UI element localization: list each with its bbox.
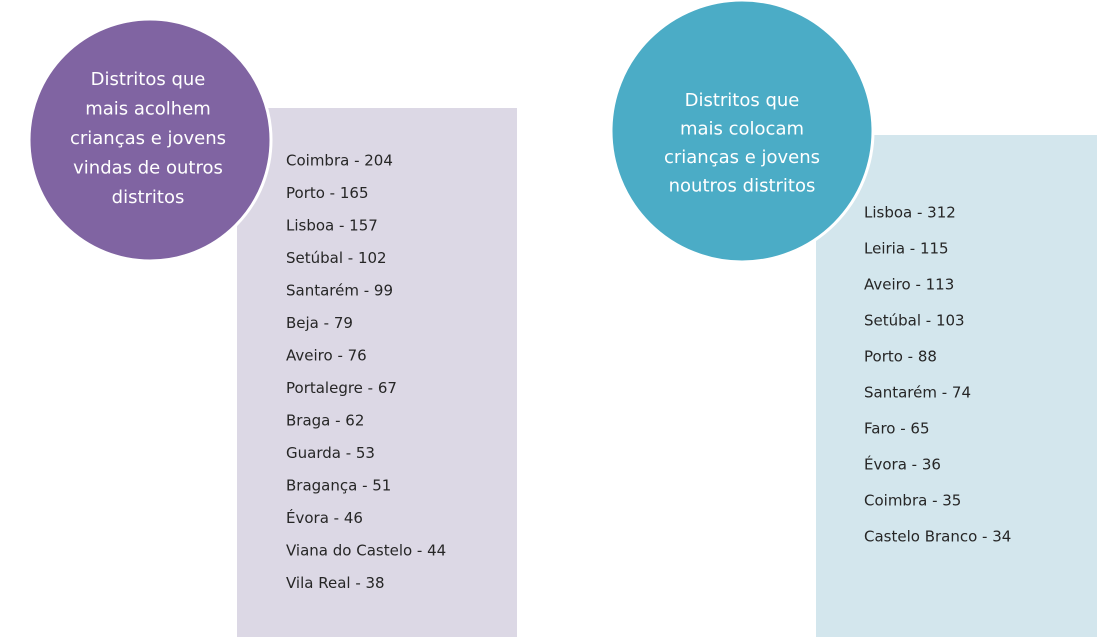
title-line: distritos	[112, 187, 185, 208]
list-item: Lisboa - 157	[286, 217, 378, 235]
list-item: Braga - 62	[286, 412, 364, 430]
list-item: Porto - 165	[286, 184, 369, 202]
list-item: Aveiro - 113	[864, 276, 954, 294]
list-item: Beja - 79	[286, 314, 353, 332]
list-item: Vila Real - 38	[286, 574, 385, 592]
title-line: Distritos que	[91, 69, 206, 90]
list-item: Faro - 65	[864, 420, 930, 438]
list-item: Guarda - 53	[286, 444, 375, 462]
list-item: Santarém - 99	[286, 282, 393, 300]
list-item: Bragança - 51	[286, 477, 391, 495]
title-circle	[27, 17, 273, 263]
list-item: Porto - 88	[864, 348, 937, 366]
list-item: Setúbal - 102	[286, 249, 387, 267]
list-item: Évora - 46	[286, 508, 363, 527]
title-line: vindas de outros	[73, 158, 223, 179]
list-item: Setúbal - 103	[864, 312, 965, 330]
title-line: mais acolhem	[85, 99, 211, 120]
list-item: Aveiro - 76	[286, 347, 367, 365]
list-item: Lisboa - 312	[864, 204, 956, 222]
list-item: Santarém - 74	[864, 384, 971, 402]
list-box	[816, 135, 1097, 637]
title-line: Distritos que	[685, 90, 800, 111]
list-box	[237, 108, 517, 637]
list-item: Portalegre - 67	[286, 379, 397, 397]
list-item: Castelo Branco - 34	[864, 528, 1011, 546]
title-circle	[609, 0, 875, 264]
list-item: Évora - 36	[864, 455, 941, 474]
title-line: mais colocam	[680, 119, 804, 140]
list-item: Coimbra - 35	[864, 492, 961, 510]
list-item: Coimbra - 204	[286, 152, 393, 170]
list-item: Leiria - 115	[864, 240, 949, 258]
title-line: noutros distritos	[669, 176, 816, 197]
list-item: Viana do Castelo - 44	[286, 542, 446, 560]
title-line: crianças e jovens	[664, 147, 820, 168]
title-line: crianças e jovens	[70, 128, 226, 149]
